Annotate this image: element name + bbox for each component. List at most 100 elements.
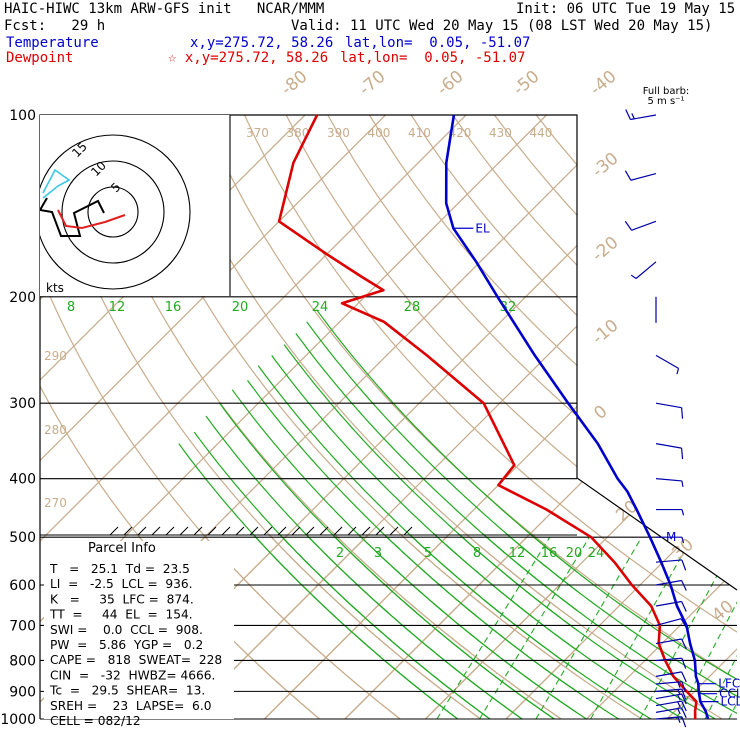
- isotherm-line: [40, 115, 386, 462]
- wind-barb-shaft: [655, 443, 682, 449]
- pressure-tick-label: 900: [9, 684, 36, 700]
- valid-time: Valid: 11 UTC Wed 20 May 15 (08 LST Wed …: [291, 18, 713, 34]
- isotherm-line: [264, 405, 577, 719]
- wind-barb: [655, 700, 687, 712]
- wind-barb: [630, 261, 657, 279]
- wind-barb-shaft: [655, 579, 682, 586]
- mixing-ratio-label: 24: [312, 300, 329, 315]
- dry-adiabat: [118, 478, 662, 719]
- parcel-row: PW = 5.86 YGP = 0.2: [50, 638, 203, 652]
- freezing-hatch: [235, 526, 245, 536]
- freezing-hatch: [403, 526, 413, 536]
- wind-barb-half: [677, 708, 681, 715]
- wind-barb-half: [681, 537, 685, 544]
- plot-frame: [39, 114, 738, 719]
- freezing-hatch: [319, 526, 329, 536]
- temperature-legend: Temperature: [6, 35, 99, 51]
- wind-barb: [624, 220, 657, 231]
- mixing-ratio-label: 20: [232, 300, 249, 315]
- dry-adiabat: [202, 478, 737, 719]
- mixing-ratio-label: 16: [165, 300, 182, 315]
- wind-barb: [655, 354, 680, 375]
- pressure-tick-label: 800: [9, 653, 36, 669]
- hodograph-trace-lower: [57, 209, 126, 230]
- mixing-ratio-label: 8: [67, 300, 75, 315]
- isotherm-line: [183, 478, 737, 719]
- moist-adiabat: [316, 309, 577, 573]
- parcel-row: K = 35 LFC = 874.: [50, 592, 194, 606]
- parcel-row: CAPE = 818 SWEAT= 228: [50, 653, 222, 667]
- mixing-ratio-line: [704, 536, 737, 719]
- wind-barb: [656, 508, 685, 516]
- theta-label: 390: [327, 126, 350, 140]
- freezing-hatch: [193, 526, 203, 536]
- freezing-hatch: [277, 526, 287, 536]
- moist-adiabat: [306, 478, 737, 719]
- dry-adiabat: [702, 478, 737, 719]
- pressure-tick-label: 1000: [0, 712, 36, 728]
- wind-barb-half: [631, 113, 635, 120]
- wind-barb-shaft: [635, 261, 657, 279]
- parcel-row: Tc = 29.5 SHEAR= 13.: [49, 684, 205, 698]
- isotherm-label: -80: [277, 67, 311, 100]
- freezing-hatch: [123, 526, 133, 536]
- mixing-ratio-label: 3: [374, 546, 382, 561]
- pressure-tick-label: 500: [9, 530, 36, 546]
- mixing-ratio-label: 32: [500, 300, 517, 315]
- freezing-hatch: [389, 526, 399, 536]
- wind-barb-shaft: [655, 638, 682, 645]
- wind-barb-flag: [681, 580, 687, 591]
- moist-adiabat: [231, 478, 587, 719]
- wind-barb-flag: [681, 448, 684, 460]
- dry-adiabat: [703, 115, 740, 732]
- wind-barb-shaft: [655, 354, 679, 369]
- wind-barb: [655, 707, 687, 719]
- freezing-hatch: [375, 526, 385, 536]
- isotherm-label: 40: [708, 597, 737, 626]
- wind-barb-shaft: [655, 693, 682, 700]
- dry-adiabat: [202, 115, 577, 571]
- dry-adiabat: [660, 478, 737, 719]
- wind-barb-shaft: [655, 618, 682, 627]
- wind-barb: [655, 671, 687, 683]
- wind-barb: [625, 109, 657, 121]
- isotherm-label: -70: [355, 67, 389, 100]
- wind-barb-flag: [681, 716, 687, 728]
- mixing-ratio-label: 24: [588, 546, 605, 561]
- dry-adiabat: [410, 478, 737, 719]
- mixing-ratio-line: [436, 536, 551, 719]
- dry-adiabat: [368, 115, 577, 367]
- parcel-title: Parcel Info: [88, 541, 156, 556]
- level-label-lcl: LCL: [720, 695, 740, 709]
- dewpoint-latlon: lat,lon= 0.05, -51.07: [340, 50, 526, 66]
- wind-barb: [655, 478, 684, 487]
- wind-barb-flag: [681, 681, 687, 693]
- wind-barb: [655, 402, 684, 419]
- wind-barb-half: [677, 701, 681, 708]
- mixing-ratio-line: [535, 536, 643, 719]
- parcel-row: TT = 44 EL = 154.: [49, 608, 193, 622]
- wind-barb-flag: [681, 638, 687, 650]
- wind-barb-flag: [624, 220, 633, 231]
- wind-barb-shaft: [655, 700, 682, 707]
- parcel-row: CELL = 082/12: [50, 714, 141, 728]
- mixing-ratio-label: 5: [424, 546, 432, 561]
- parcel-row: CIN = -32 HWBZ= 4666.: [50, 668, 215, 682]
- wind-barb-flag: [681, 693, 687, 705]
- dry-adiabat: [410, 115, 577, 317]
- isotherm-line: [425, 566, 577, 719]
- wind-barb: [655, 657, 687, 669]
- freezing-hatch: [151, 526, 161, 536]
- theta-label: 270: [44, 496, 67, 510]
- theta-label: 430: [489, 126, 512, 140]
- wind-barb-shaft: [655, 688, 682, 692]
- pressure-tick-label: 600: [9, 578, 36, 594]
- wind-barb: [655, 716, 687, 728]
- wind-barb-half: [681, 509, 685, 516]
- freezing-hatch: [333, 526, 343, 536]
- hodograph-ring: [61, 160, 165, 264]
- dewpoint-xy: ☆ x,y=275.72, 58.26: [168, 50, 329, 66]
- wind-barb: [655, 638, 687, 650]
- wind-barb-half: [677, 694, 681, 701]
